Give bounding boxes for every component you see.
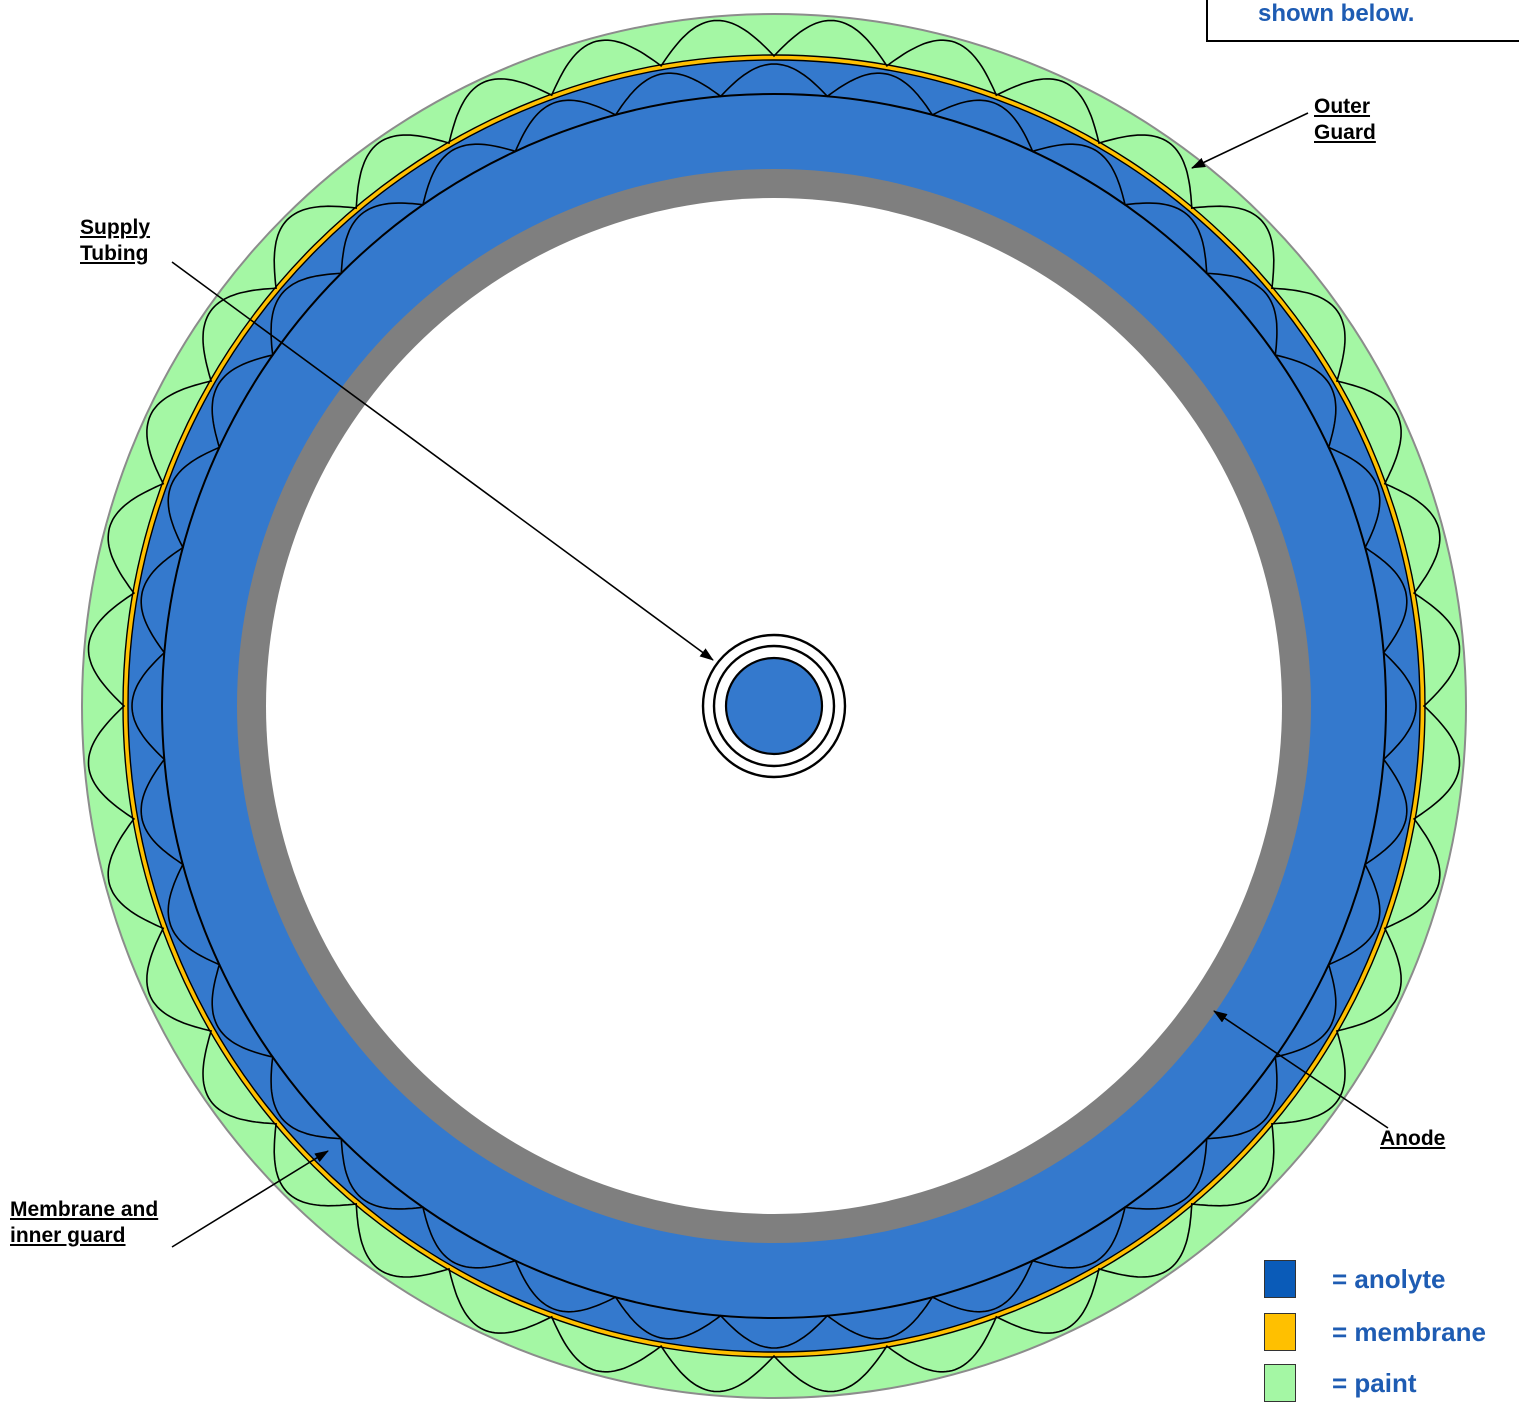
membrane-swatch: [1264, 1313, 1296, 1351]
note-box: [1206, 0, 1519, 42]
supply-tubing-anolyte: [724, 656, 824, 756]
leader-lines: [171, 112, 1389, 1248]
outer-guard-label: Outer Guard: [1314, 95, 1376, 144]
supply-tubing-leader: [171, 261, 714, 661]
legend-item-paint: = paint: [1264, 1364, 1514, 1406]
note-text: shown below.: [1258, 0, 1415, 27]
outer-guard-outline: [87, 19, 1461, 1393]
inner-guard-outline: [131, 63, 1417, 1349]
anode-leader: [1213, 1010, 1389, 1129]
legend-item-anolyte: = anolyte: [1264, 1260, 1514, 1302]
membrane-inner-guard-leader: [171, 1150, 329, 1248]
outer-guard-leader: [1191, 112, 1309, 169]
paint-swatch: [1264, 1364, 1296, 1402]
anolyte-swatch: [1264, 1260, 1296, 1298]
anode-label: Anode: [1380, 1127, 1446, 1150]
legend-item-membrane: = membrane: [1264, 1313, 1514, 1355]
inner-guard-ring: [161, 93, 1387, 1319]
membrane-inner-guard-label: Membrane and inner guard: [10, 1198, 159, 1247]
supply-tubing-label: Supply Tubing: [80, 216, 151, 265]
supply-tubing-inner-wall: [712, 644, 836, 768]
